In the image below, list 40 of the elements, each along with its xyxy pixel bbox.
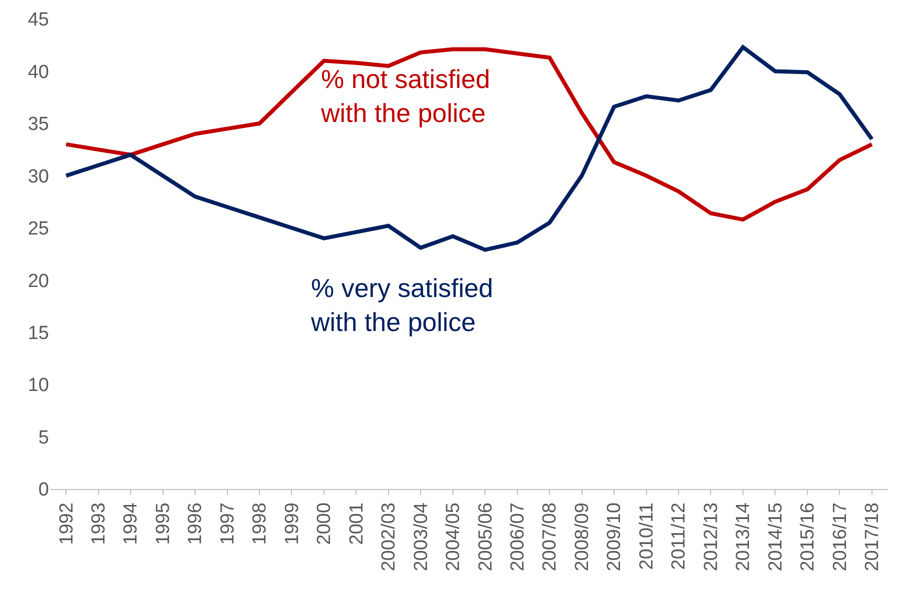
x-tick-label: 2003/04: [410, 502, 432, 572]
x-tick-label: 1995: [152, 502, 174, 545]
x-tick-label: 2005/06: [475, 502, 496, 572]
y-tick-label: 45: [28, 10, 49, 31]
series-label: % not satisfied with the police: [320, 64, 490, 128]
x-tick-label: 2015/16: [798, 502, 819, 572]
x-tick-label: 2007/08: [540, 502, 561, 572]
x-tick-label: 1994: [120, 502, 142, 545]
x-tick-label: 2008/09: [572, 502, 593, 572]
x-tick-label: 2001: [346, 502, 368, 545]
x-tick-label: 2006/07: [508, 502, 529, 572]
x-tick-label: 1993: [88, 502, 110, 545]
x-tick-label: 1992: [56, 502, 78, 545]
line-series: [64, 47, 874, 222]
x-tick-label: 1996: [185, 502, 206, 545]
x-tick-label: 2014/15: [765, 502, 786, 572]
x-tick-label: 2009/10: [604, 502, 626, 572]
y-tick-label: 0: [38, 480, 49, 501]
y-tick-label: 10: [28, 375, 49, 396]
x-tick-label: 1997: [217, 502, 238, 545]
x-tick-label: 2013/14: [733, 502, 754, 572]
y-tick-label: 40: [28, 62, 49, 83]
x-tick-label: 2011/12: [668, 502, 690, 570]
x-tick-label: 2012/13: [700, 502, 722, 572]
y-tick-label: 5: [38, 427, 49, 448]
x-tick-label: 2017/18: [862, 502, 884, 572]
series-label: % very satisfied with the police: [310, 273, 494, 337]
x-tick-label: 2010/11: [636, 502, 658, 570]
y-tick-label: 35: [28, 114, 49, 136]
y-tick-label: 15: [28, 322, 49, 344]
x-tick-label: 2016/17: [830, 502, 851, 572]
x-tick-label: 2002/03: [378, 502, 400, 572]
x-tick-label: 1999: [282, 502, 303, 545]
x-tick-label: 2004/05: [443, 502, 464, 572]
y-tick-label: 20: [28, 270, 49, 292]
x-tick-label: 1998: [250, 502, 271, 545]
x-tick-label: 2000: [314, 502, 336, 545]
y-tick-label: 30: [28, 166, 49, 188]
y-tick-label: 25: [28, 218, 49, 240]
line-series: [64, 45, 874, 252]
